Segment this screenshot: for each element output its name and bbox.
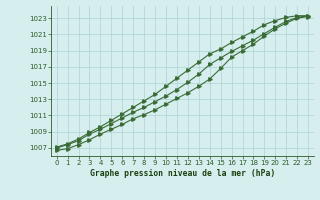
X-axis label: Graphe pression niveau de la mer (hPa): Graphe pression niveau de la mer (hPa) [90, 169, 275, 178]
